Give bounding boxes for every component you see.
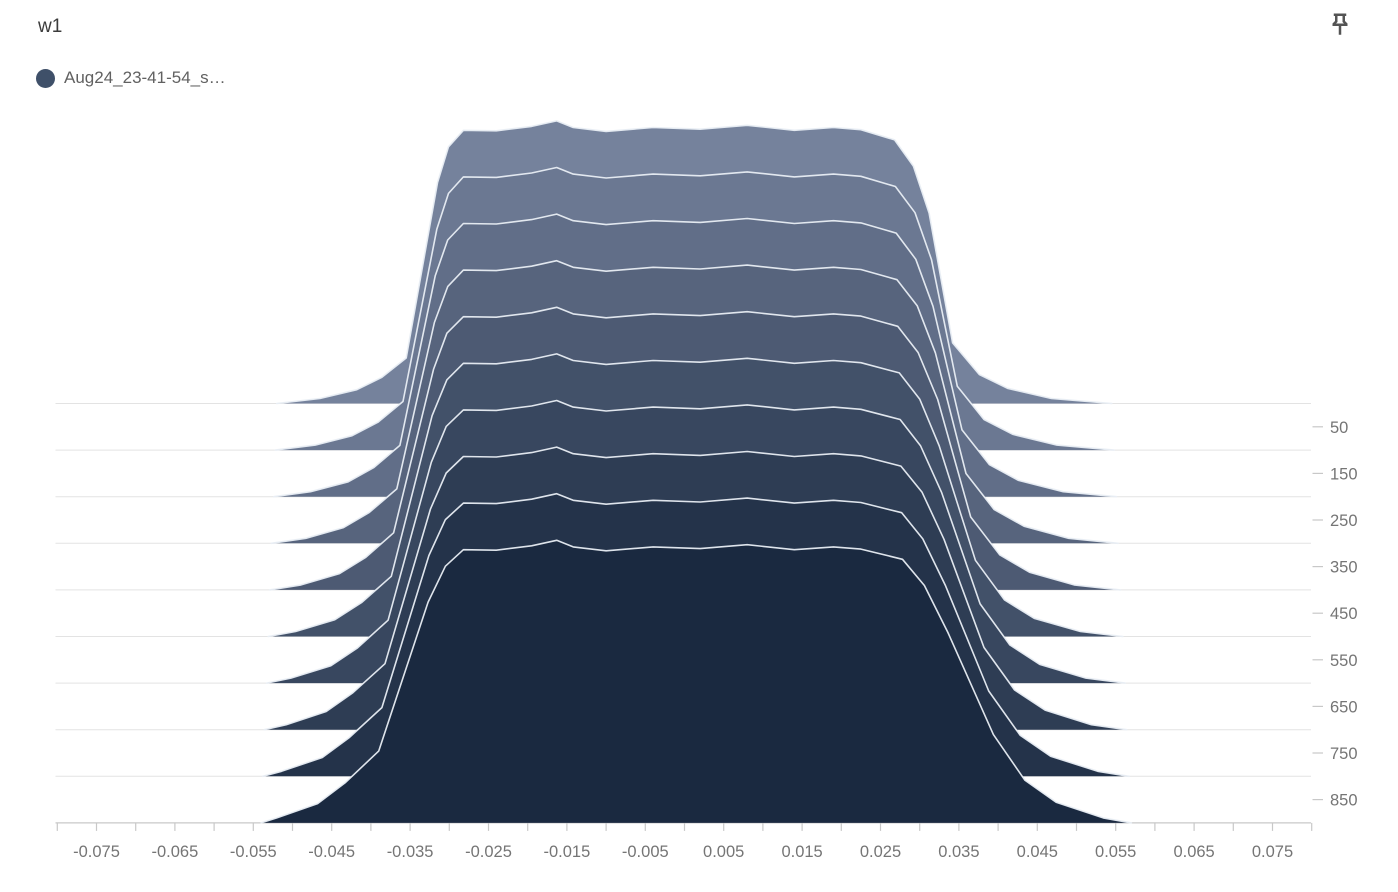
x-axis-tick-label: 0.015	[781, 843, 822, 861]
histogram-slice-outline-step-600	[265, 399, 1126, 684]
histogram-slice-outline-step-0	[276, 120, 1113, 405]
x-axis-tick-label: -0.065	[152, 843, 199, 861]
x-axis-tick-label: -0.035	[387, 843, 434, 861]
histogram-slice-outline-step-300	[270, 259, 1119, 545]
push-pin-icon	[1332, 13, 1348, 35]
x-axis-tick-label: 0.055	[1095, 843, 1136, 861]
x-axis-tick-label: -0.045	[308, 843, 355, 861]
y-axis-tick-label: 450	[1330, 605, 1358, 623]
x-axis-tick-label: -0.005	[622, 843, 669, 861]
x-axis-tick-label: -0.075	[73, 843, 120, 861]
x-axis-tick-label: -0.025	[465, 843, 512, 861]
histogram-slice-outline-step-500	[267, 353, 1124, 638]
y-axis-tick-label: 150	[1330, 465, 1358, 483]
x-axis-tick-label: 0.035	[938, 843, 979, 861]
legend-item[interactable]: Aug24_23-41-54_s…	[36, 68, 226, 88]
chart-title: w1	[38, 16, 63, 37]
x-axis-tick-label: 0.065	[1173, 843, 1214, 861]
histogram-slice-outline-step-700	[263, 446, 1128, 731]
x-axis-tick-label: 0.005	[703, 843, 744, 861]
histogram-slice-outline-step-800	[261, 492, 1130, 778]
x-axis-tick-label: 0.045	[1017, 843, 1058, 861]
y-axis-tick-label: 350	[1330, 559, 1358, 577]
legend-run-label: Aug24_23-41-54_s…	[64, 68, 226, 87]
histogram-slice-outline-step-100	[274, 166, 1115, 451]
legend-color-dot	[36, 68, 55, 88]
y-axis-tick-label: 750	[1330, 745, 1358, 763]
x-axis-tick-label: 0.025	[860, 843, 901, 861]
x-axis-tick-label: -0.015	[544, 843, 591, 861]
histogram-slice-outline-step-200	[272, 213, 1118, 498]
x-axis-tick-label: -0.055	[230, 843, 277, 861]
x-axis-tick-label: 0.075	[1252, 843, 1293, 861]
histogram-slice-outline-step-900	[260, 539, 1133, 824]
y-axis-tick-label: 250	[1330, 512, 1358, 530]
histogram-slice-step-900[interactable]	[261, 540, 1132, 823]
histogram-slice-outline-step-400	[269, 306, 1122, 591]
y-axis-tick-label: 650	[1330, 698, 1358, 716]
y-axis-tick-label: 550	[1330, 652, 1358, 670]
y-axis-tick-label: 50	[1330, 419, 1348, 437]
y-axis-tick-label: 850	[1330, 792, 1358, 810]
pin-button[interactable]	[1322, 6, 1358, 50]
